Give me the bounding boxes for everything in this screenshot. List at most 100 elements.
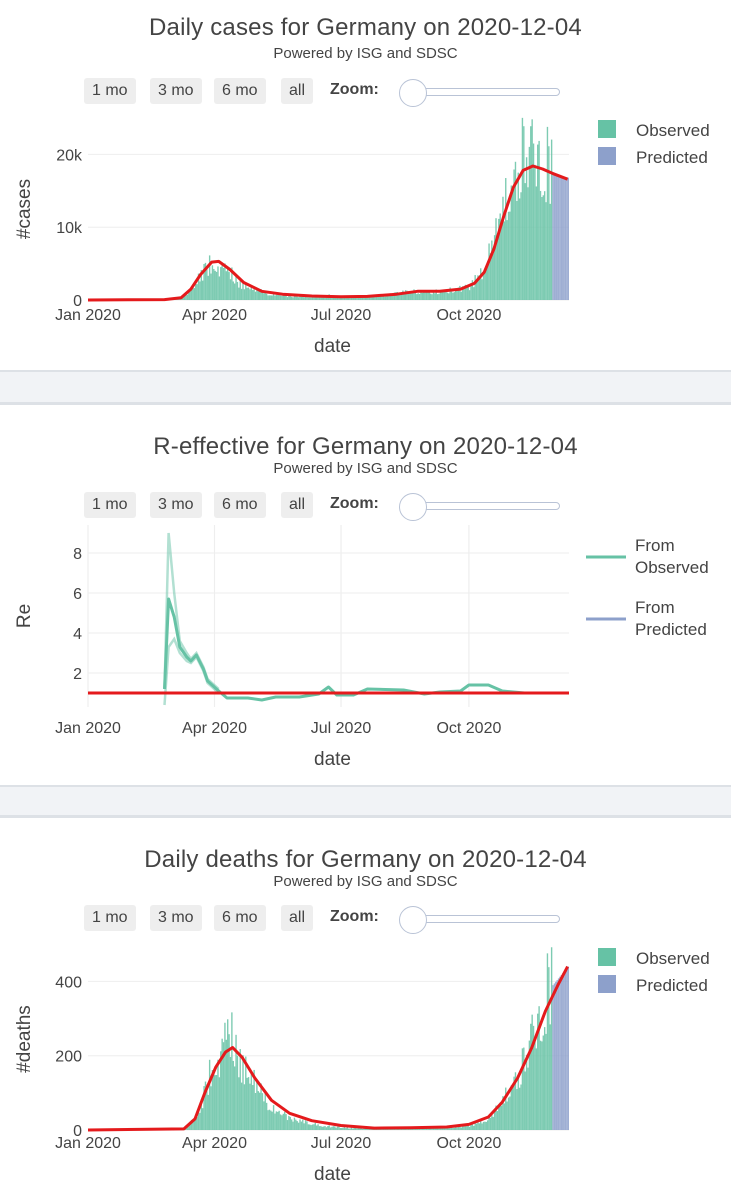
observed-bar [258,1092,261,1130]
observed-bar [342,1127,344,1130]
observed-bar [314,1122,316,1130]
observed-bar [353,296,355,300]
range-3mo-button[interactable]: 3 mo [150,905,202,931]
observed-bar [335,1127,337,1130]
range-3mo-button[interactable]: 3 mo [150,78,202,104]
observed-bar [278,294,280,300]
observed-bar [292,1121,294,1130]
observed-bar [543,191,546,300]
observed-bar [213,268,215,300]
observed-bar [384,296,386,300]
predicted-bar [560,975,563,1130]
observed-bar [215,1075,218,1130]
legend-observed-label: Observed [636,121,710,140]
observed-bar [453,1127,456,1130]
observed-bar [346,1127,348,1130]
observed-bar [460,1127,462,1130]
observed-bar [285,295,287,300]
observed-bar [436,294,439,300]
observed-bar [286,297,289,300]
observed-bar [477,1122,479,1130]
range-6mo-button[interactable]: 6 mo [214,78,266,104]
observed-bar [253,1069,255,1130]
observed-bar [208,1059,211,1130]
observed-bar [418,293,421,300]
observed-bar [204,262,207,300]
predicted-bar [559,976,561,1130]
observed-bar [466,1126,468,1130]
x-tick-label: Oct 2020 [436,1135,501,1152]
observed-bar [507,211,510,300]
deaths-panel: Daily deaths for Germany on 2020-12-04 P… [0,818,731,1200]
observed-bar [290,296,293,300]
range-3mo-button[interactable]: 3 mo [150,492,202,518]
range-all-button[interactable]: all [281,905,314,931]
observed-bar [256,1079,258,1130]
observed-bar [313,1124,315,1130]
range-1mo-button[interactable]: 1 mo [84,492,136,518]
observed-bar [286,1120,289,1130]
observed-bar [517,1077,519,1130]
observed-bar [335,297,337,300]
observed-bar [249,289,251,300]
observed-bar [386,295,389,300]
observed-bar [282,1113,285,1130]
observed-bar [295,296,297,300]
observed-bar [265,1102,268,1130]
observed-bar [229,1056,232,1130]
observed-bar [227,1019,229,1130]
observed-bar [482,272,485,300]
observed-bar [246,1077,248,1130]
observed-bar [214,1075,216,1130]
observed-bar [475,279,478,300]
re-chart: 2 4 6 8 Jan 2020 Apr 2020 Jul 2020 Oct 2020 date… [14,525,709,770]
observed-bar [350,1127,353,1130]
range-all-button[interactable]: all [281,492,314,518]
observed-bar [236,281,239,300]
observed-bar [546,953,549,1130]
observed-bar [491,240,493,300]
observed-bar [231,267,233,300]
observed-bar [492,253,494,300]
zoom-slider-handle[interactable] [399,493,427,521]
observed-bar [289,296,291,300]
observed-bar [360,296,362,300]
range-1mo-button[interactable]: 1 mo [84,78,136,104]
range-6mo-button[interactable]: 6 mo [214,905,266,931]
observed-bar [345,297,347,300]
zoom-slider-handle[interactable] [399,906,427,934]
predicted-bar [562,176,564,300]
observed-bar [272,293,275,300]
observed-bar [304,295,307,300]
observed-bar [431,1128,433,1130]
observed-bar [343,1127,346,1130]
observed-bar [203,1086,205,1130]
observed-bar [250,1072,253,1130]
observed-bar [352,297,354,300]
observed-bar [525,157,528,300]
observed-bar [245,1056,247,1130]
observed-bar [256,288,258,300]
observed-bar [214,270,216,300]
observed-bar [392,1128,394,1130]
observed-bar [406,290,408,300]
range-1mo-button[interactable]: 1 mo [84,905,136,931]
observed-bar [317,1124,319,1130]
range-6mo-button[interactable]: 6 mo [214,492,266,518]
observed-bar [225,271,228,300]
observed-bar [534,1036,536,1130]
observed-bar [207,275,209,300]
observed-bar [199,281,201,300]
observed-bar [321,1126,323,1130]
observed-bar [261,1093,264,1130]
x-tick-label: Jul 2020 [311,1135,372,1152]
observed-bar [545,202,547,300]
observed-bar [417,293,419,300]
range-all-button[interactable]: all [281,78,314,104]
predicted-bar [567,966,569,1130]
zoom-slider-handle[interactable] [399,79,427,107]
observed-bar [242,1055,244,1130]
observed-bar [521,1048,524,1130]
observed-bar [446,1127,449,1130]
observed-bar [367,1128,369,1130]
